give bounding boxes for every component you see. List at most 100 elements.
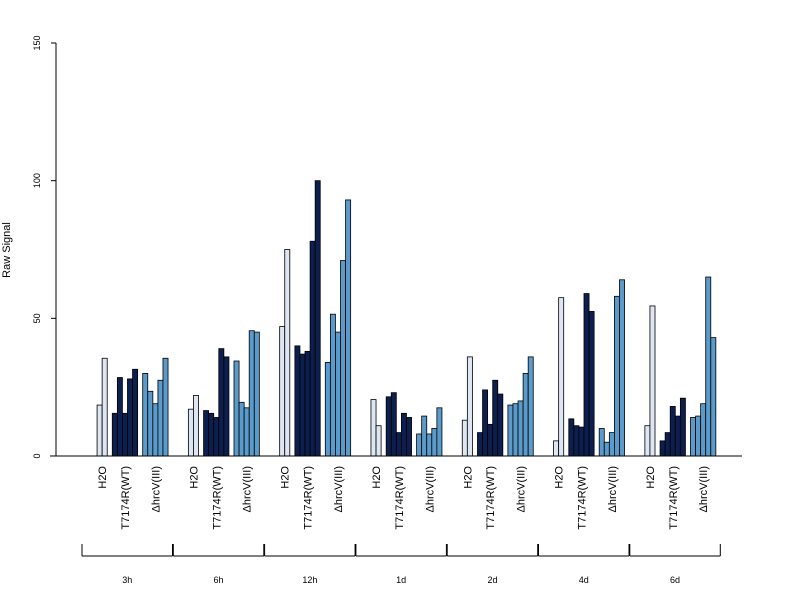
condition-label: H2O — [280, 466, 292, 489]
bar — [238, 401, 245, 457]
bar — [436, 407, 443, 457]
bar — [132, 368, 139, 457]
time-label: 1d — [396, 575, 406, 585]
bar — [203, 410, 210, 457]
condition-label: ΔhrcV(III) — [516, 466, 528, 512]
time-brackets: 3h 6h 12h 1d 2d 4d 6d — [81, 544, 721, 585]
bar — [690, 417, 696, 457]
bar — [370, 399, 377, 457]
bar — [329, 313, 336, 457]
condition-label: ΔhrcV(III) — [242, 466, 254, 512]
condition-label: H2O — [188, 466, 200, 489]
bar — [395, 432, 402, 457]
bar — [253, 331, 260, 457]
bar — [679, 397, 686, 457]
bar — [101, 357, 108, 457]
bar — [142, 372, 149, 457]
bar — [284, 249, 291, 457]
y-tick-label: 50 — [32, 313, 42, 323]
time-label: 6h — [214, 575, 224, 585]
bar — [492, 379, 499, 457]
condition-label: H2O — [462, 466, 474, 489]
bar — [431, 428, 438, 457]
bar — [152, 403, 159, 457]
bar — [324, 361, 331, 457]
bar — [309, 240, 316, 457]
condition-label: ΔhrcV(III) — [333, 466, 345, 512]
condition-label: H2O — [371, 466, 383, 489]
bar — [588, 311, 595, 457]
y-axis: 0 50 100 150 — [32, 35, 57, 459]
bar — [375, 425, 382, 457]
condition-label: ΔhrcV(III) — [150, 466, 162, 512]
bar — [122, 412, 128, 457]
bar — [568, 418, 575, 457]
condition-label: T7174R(WT) — [394, 466, 406, 530]
bar — [116, 377, 123, 457]
time-label: 6d — [670, 575, 680, 585]
bar — [710, 337, 717, 457]
condition-label: ΔhrcV(III) — [424, 466, 436, 512]
bar — [669, 406, 676, 457]
bar — [700, 403, 707, 457]
bar — [157, 379, 164, 457]
condition-label: ΔhrcV(III) — [607, 466, 619, 512]
bar — [335, 331, 341, 457]
bar — [659, 440, 666, 457]
bar — [497, 393, 504, 457]
bar — [416, 433, 423, 457]
bar — [466, 356, 473, 457]
condition-label: T7174R(WT) — [211, 466, 223, 530]
condition-labels: H2O T7174R(WT) ΔhrcV(III) H2O T7174R(WT) Δhrc… — [97, 466, 710, 530]
bar — [162, 357, 169, 457]
bar — [390, 392, 397, 457]
bar — [213, 417, 220, 457]
bar — [507, 404, 514, 457]
y-tick-label: 150 — [32, 35, 42, 50]
bar — [147, 390, 154, 457]
bar — [517, 400, 524, 457]
condition-label: T7174R(WT) — [576, 466, 588, 530]
bar — [608, 432, 615, 457]
bars — [96, 180, 717, 457]
bar — [553, 440, 560, 457]
time-label: 3h — [122, 575, 132, 585]
condition-label: T7174R(WT) — [303, 466, 315, 530]
bar — [705, 276, 712, 457]
bar — [243, 407, 250, 457]
bar — [340, 260, 346, 457]
bar — [649, 305, 656, 457]
bar — [218, 348, 225, 457]
time-label: 4d — [579, 575, 589, 585]
condition-label: H2O — [645, 466, 657, 489]
bar — [223, 356, 230, 457]
bar — [208, 412, 215, 457]
bar — [294, 345, 301, 457]
bar — [664, 432, 671, 457]
bar — [304, 350, 311, 457]
bar — [400, 412, 407, 457]
bar — [96, 404, 103, 457]
bar — [233, 360, 240, 457]
bar — [193, 395, 199, 457]
bar — [345, 199, 352, 457]
bar — [248, 330, 255, 457]
y-axis-label: Raw Signal — [1, 222, 13, 278]
bar — [477, 432, 483, 457]
bar — [187, 408, 194, 457]
bar — [512, 403, 519, 457]
condition-label: H2O — [97, 466, 109, 489]
bar — [558, 297, 565, 457]
bar — [578, 426, 585, 457]
bar — [279, 326, 286, 457]
bar — [461, 419, 468, 457]
bar — [421, 415, 428, 457]
y-tick-label: 0 — [32, 453, 42, 458]
bar — [614, 295, 620, 457]
bar — [583, 293, 590, 457]
condition-label: T7174R(WT) — [668, 466, 680, 530]
bar — [426, 433, 433, 457]
bar — [482, 389, 489, 457]
bar — [619, 279, 625, 457]
